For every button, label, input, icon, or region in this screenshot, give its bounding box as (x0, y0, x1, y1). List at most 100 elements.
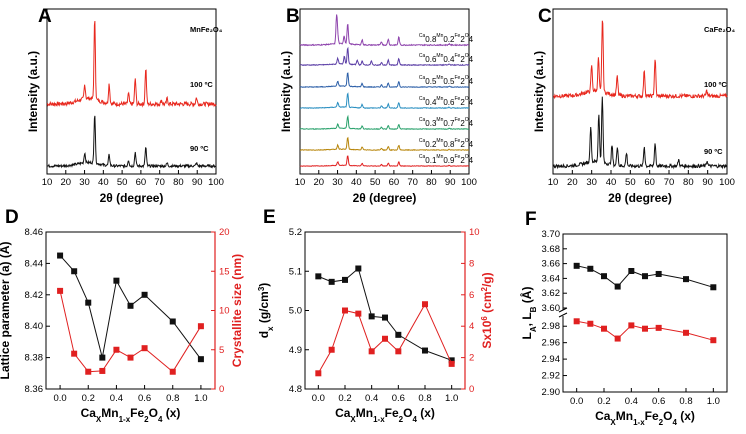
panel-d-data-point (57, 287, 64, 294)
panel-e-data-point (395, 348, 402, 355)
panel-letter-b: B (286, 6, 300, 27)
panel-f-xtick-label: 0.0 (570, 396, 583, 407)
panel-d-data-point (127, 302, 134, 309)
panel-c-pattern-line (552, 96, 728, 170)
panel-c-xtick-label: 10 (548, 177, 559, 188)
panel-b-xtick-label: 50 (370, 177, 381, 188)
panel-d-xtick-label: 0.2 (82, 393, 95, 404)
panel-a-ylabel: Intensity (a.u.) (26, 51, 40, 132)
panel-b-frame (299, 8, 470, 175)
panel-d-data-point (141, 345, 148, 352)
panel-c-xtick-label: 30 (586, 177, 597, 188)
panel-b-pattern-line (299, 92, 470, 110)
panel-f-ytick-label: 3.68 (542, 244, 561, 255)
panel-b-ylabel: Intensity (a.u.) (279, 51, 293, 132)
panel-d-ytick-right-label: 10 (219, 306, 230, 317)
panel-c-xtick-label: 80 (683, 177, 694, 188)
panel-letter-d: D (5, 207, 19, 228)
panel-d-xtick-label: 0.6 (138, 393, 151, 404)
panel-e-ytick-right-label: 4 (469, 321, 474, 332)
panel-f-data-point (683, 276, 689, 283)
panel-f-data-point (628, 268, 635, 274)
panel-e-data-point (315, 273, 322, 280)
panel-d-ytick-label: 8.40 (25, 321, 44, 332)
panel-c-xtick-label: 20 (567, 177, 578, 188)
panel-e-data-point (328, 278, 335, 285)
panel-e-xtick-label: 0.2 (338, 393, 351, 404)
panel-f-data-point (628, 322, 635, 329)
panel-a-pattern-line (46, 20, 217, 108)
panel-e-ytick-right-label: 6 (469, 290, 474, 301)
panel-f-xlabel: CaXMn1-xFe2O4 (x) (595, 409, 695, 427)
panel-b-legend-label: Ca0.2Mn0.8Fe2O4 (419, 138, 474, 149)
panel-a-xtick-label: 80 (173, 177, 184, 188)
panel-e-xtick-label: 0.0 (312, 393, 325, 404)
panel-e-ytick-label: 5.2 (289, 227, 302, 238)
panel-d-ylabel: Lattice parameter (a) (Å) (0, 241, 12, 379)
panel-e-data-point (448, 360, 455, 367)
panel-e-ytick-right-label: 8 (469, 258, 474, 269)
panel-f-ylabel: LA, LB (Å) (519, 287, 538, 340)
panel-letter-e: E (263, 207, 276, 228)
panel-f-data-point (587, 265, 594, 272)
panel-b-legend-label: Ca0.1Mn0.9Fe2O4 (419, 154, 474, 165)
panel-d-xtick-label: 0.8 (166, 393, 179, 404)
panel-a-xtick-label: 60 (136, 177, 147, 188)
panel-b-xtick-label: 10 (295, 177, 306, 188)
panel-b-pattern-line (299, 72, 470, 88)
panel-letter-f: F (525, 209, 537, 230)
panel-e-data-point (355, 265, 362, 272)
panel-b-xtick-label: 20 (313, 177, 324, 188)
panel-d-data-point (127, 354, 134, 361)
panel-b-xtick-label: 40 (351, 177, 362, 188)
panel-b-xtick-label: 70 (407, 177, 418, 188)
panel-d-ytick-right-label: 0 (219, 384, 224, 395)
panel-e-data-point (448, 357, 455, 364)
panel-a-label-100: 100 ºC (190, 80, 213, 89)
panel-e-ytick-right-label: 2 (469, 353, 474, 364)
panel-f-ytick-label: 3.66 (542, 259, 561, 270)
panel-f-data-point (614, 335, 621, 342)
panel-b-pattern-line (299, 46, 470, 67)
panel-f-xtick-label: 1.0 (707, 396, 720, 407)
panel-d-data-point (85, 299, 92, 306)
panel-f-data-point (587, 320, 594, 327)
panel-c-title: CaFe₂O₄ (704, 25, 736, 34)
panel-e-series-line (318, 267, 452, 361)
panel-f-xtick-label: 0.6 (652, 396, 665, 407)
panel-a-xtick-label: 70 (154, 177, 165, 188)
panel-d-data-point (71, 350, 78, 357)
panel-e-data-point (422, 301, 428, 308)
panel-a-pattern-line (46, 115, 217, 169)
panel-d-data-point (57, 252, 64, 259)
panel-a-frame (46, 8, 217, 175)
panel-b-legend-label: Ca0.6Mn0.4Fe2O4 (419, 53, 474, 64)
panel-f-ytick-label: 3.62 (542, 288, 561, 299)
panel-e-data-point (315, 370, 322, 377)
panel-a-xtick-label: 90 (192, 177, 203, 188)
panel-f-data-point (601, 325, 607, 332)
panel-c-label-100: 100 ºC (704, 80, 727, 89)
panel-f-data-point (614, 283, 621, 290)
panel-d-data-point (197, 356, 204, 363)
panel-d-data-point (113, 346, 120, 353)
panel-d-data-point (169, 368, 176, 375)
panel-b-legend-label: Ca0.5Mn0.5Fe2O4 (419, 75, 474, 86)
panel-c-xtick-label: 90 (702, 177, 713, 188)
panel-f-ytick-label: 2.98 (542, 321, 561, 332)
panel-b-pattern-line (300, 136, 470, 152)
panel-c-xtick-label: 70 (664, 177, 675, 188)
panel-b-xtick-label: 100 (461, 177, 477, 188)
panel-e-ytick-right-label: 10 (469, 227, 480, 238)
panel-f-ytick-label: 2.96 (542, 338, 561, 349)
panel-e-xtick-label: 0.4 (365, 393, 378, 404)
panel-e-data-point (395, 331, 402, 338)
panel-d-ytick-right-label: 15 (219, 266, 230, 277)
panel-f-break-gap (559, 310, 567, 316)
panel-b-xtick-label: 30 (332, 177, 343, 188)
panel-c-frame (552, 8, 728, 175)
panel-d-ytick-right-label: 20 (219, 227, 230, 238)
panel-e-ytick-label: 4.9 (289, 345, 302, 356)
panel-e-data-point (382, 314, 388, 321)
panel-b-pattern-line (299, 155, 470, 167)
